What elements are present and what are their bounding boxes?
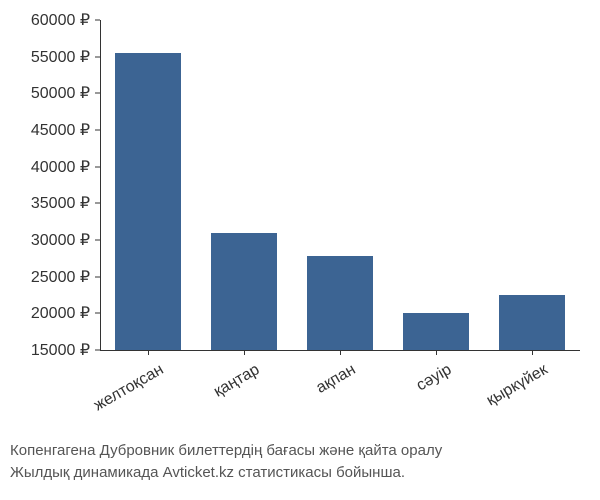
plot-area <box>100 20 580 350</box>
price-chart: 15000 ₽ 20000 ₽ 25000 ₽ 30000 ₽ 35000 ₽ 40000… <box>0 0 600 500</box>
y-tick-label: 60000 ₽ <box>31 10 90 30</box>
bar <box>211 233 276 350</box>
y-tick-label: 30000 ₽ <box>31 230 90 250</box>
y-tick-label: 40000 ₽ <box>31 157 90 177</box>
bar <box>307 256 372 350</box>
y-tick-label: 50000 ₽ <box>31 83 90 103</box>
bar <box>499 295 564 350</box>
y-axis: 15000 ₽20000 ₽25000 ₽30000 ₽35000 ₽40000… <box>0 20 95 350</box>
bars-group <box>100 20 580 350</box>
y-tick-label: 55000 ₽ <box>31 47 90 67</box>
y-tick-label: 25000 ₽ <box>31 267 90 287</box>
x-tick-label: желтоқсан <box>63 361 167 432</box>
x-axis-labels: желтоқсанқаңтарақпансәуірқыркүйек <box>100 355 580 435</box>
caption-line-1: Копенгагена Дубровник билеттердің бағасы… <box>10 440 590 462</box>
y-tick-label: 20000 ₽ <box>31 303 90 323</box>
y-tick-label: 35000 ₽ <box>31 193 90 213</box>
y-tick-label: 45000 ₽ <box>31 120 90 140</box>
y-tick-label: 15000 ₽ <box>31 340 90 360</box>
x-tick-label: қаңтар <box>159 361 263 432</box>
x-tick-label: сәуір <box>351 361 455 432</box>
caption-line-2: Жылдық динамикада Avticket.kz статистика… <box>10 462 590 484</box>
bar <box>115 53 180 350</box>
chart-caption: Копенгагена Дубровник билеттердің бағасы… <box>10 440 590 484</box>
x-tick-label: қыркүйек <box>447 361 551 432</box>
x-tick-label: ақпан <box>255 361 359 432</box>
bar <box>403 313 468 350</box>
